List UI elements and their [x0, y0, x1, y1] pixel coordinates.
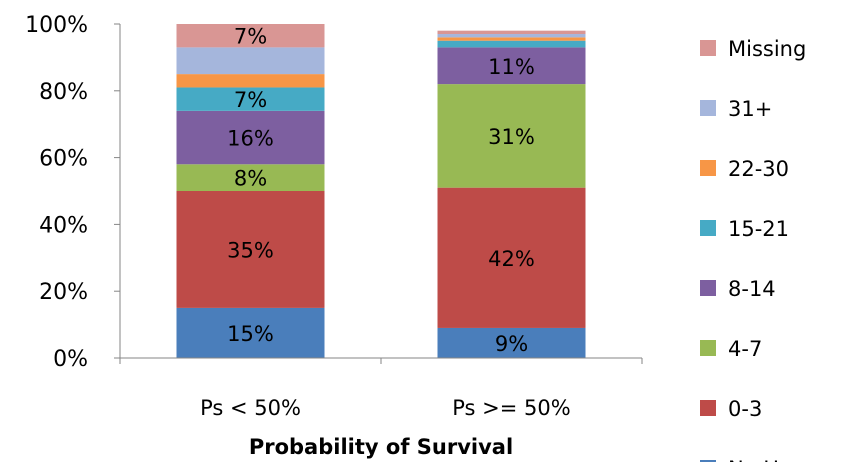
legend-label: 8-14 [728, 277, 776, 301]
bar-segment [437, 84, 586, 188]
bar-segment [437, 187, 586, 328]
legend: Missing 31+ 22-30 15-21 8-14 4-7 0-3 No Hosp. [700, 37, 823, 466]
bar-segment [437, 327, 586, 358]
legend-label: 31+ [728, 97, 772, 121]
data-label: 31% [488, 125, 535, 149]
category-labels: Ps < 50% Ps >= 50% [200, 396, 571, 420]
y-tick-label: 20% [39, 280, 88, 305]
bar-segment [176, 110, 325, 165]
bar-segment [176, 191, 325, 308]
legend-swatch [700, 100, 716, 116]
legend-swatch [700, 340, 716, 356]
legend-label: 0-3 [728, 397, 762, 421]
legend-swatch [700, 40, 716, 56]
legend-label: Missing [728, 37, 806, 61]
category-label: Ps >= 50% [452, 396, 570, 420]
bar-segment [437, 34, 586, 38]
legend-swatch [700, 220, 716, 236]
legend-swatch [700, 400, 716, 416]
bar-segment [176, 307, 325, 358]
bar-segment [437, 37, 586, 41]
data-label: 8% [234, 167, 267, 191]
data-label: 42% [488, 247, 535, 271]
legend-label: 15-21 [728, 217, 789, 241]
y-tick-label: 100% [25, 13, 88, 38]
data-label: 11% [488, 55, 535, 79]
bar-segment [176, 164, 325, 191]
category-label: Ps < 50% [200, 396, 301, 420]
y-tick-label: 60% [39, 147, 88, 172]
data-labels: 15% 35% 8% 16% 7% 7% 9% 42% 31% 11% [227, 25, 535, 356]
bar-segment [437, 40, 586, 48]
legend-label: 4-7 [728, 337, 762, 361]
legend-swatch [700, 160, 716, 176]
bar-segment [437, 30, 586, 35]
legend-label: No Hosp. [728, 457, 823, 462]
x-axis-title: Probability of Survival [249, 435, 513, 459]
bar-segment [176, 24, 325, 48]
bar-segment [176, 74, 325, 88]
y-tick-label: 80% [39, 80, 88, 105]
data-label: 7% [234, 25, 267, 49]
y-tick-label: 0% [53, 347, 88, 372]
data-label: 7% [234, 88, 267, 112]
legend-label: 22-30 [728, 157, 789, 181]
legend-swatch [700, 280, 716, 296]
bar-segment [176, 87, 325, 111]
bar-segment [176, 47, 325, 75]
bar-segment [437, 47, 586, 85]
data-label: 16% [227, 127, 274, 151]
y-axis-ticks: 0% 20% 40% 60% 80% 100% [25, 13, 120, 372]
data-label: 15% [227, 322, 274, 346]
data-label: 35% [227, 238, 274, 262]
y-tick-label: 40% [39, 213, 88, 238]
bars [176, 24, 586, 358]
data-label: 9% [495, 332, 528, 356]
axes [119, 24, 643, 364]
